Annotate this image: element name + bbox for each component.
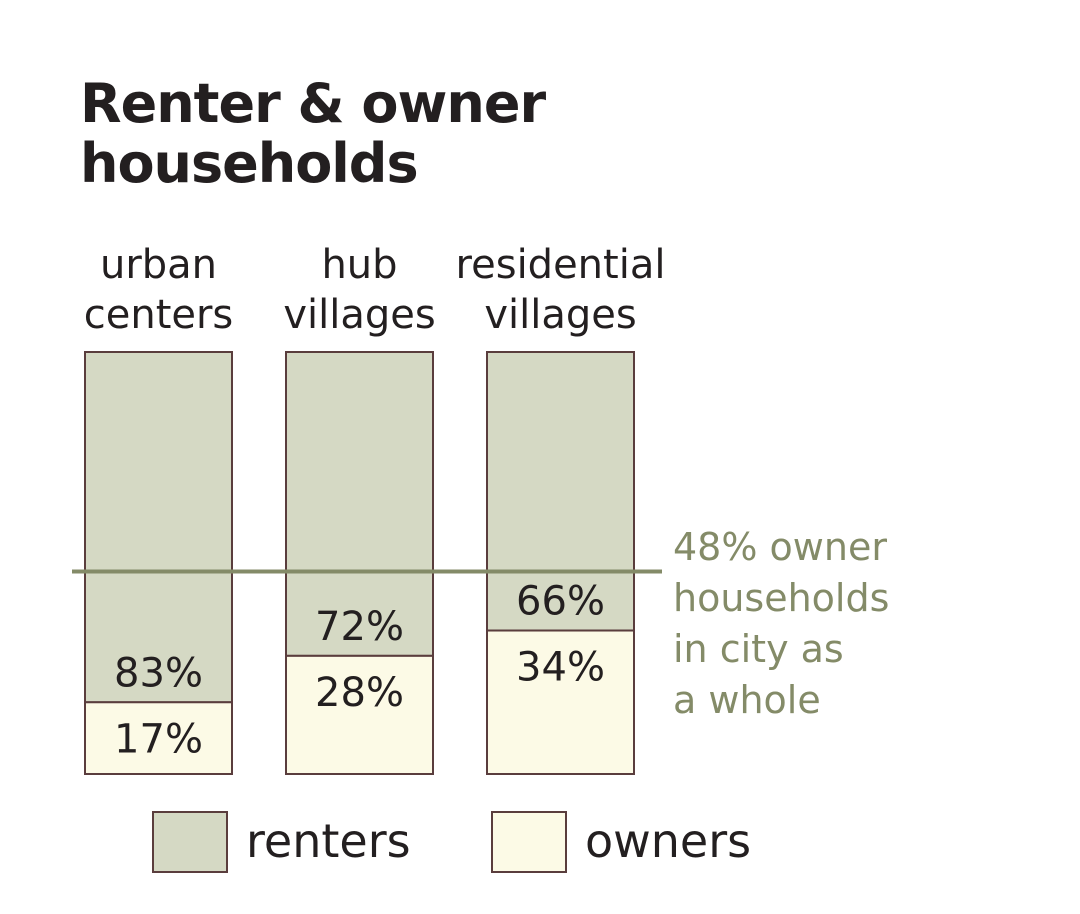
legend-label-renters: renters [246,814,411,868]
bar-owners-3 [486,629,635,776]
bar-owners-1 [84,701,233,776]
legend-label-owners: owners [585,814,751,868]
chart-title-line-1: Renter & owner [80,72,546,135]
data-label-owners-3: 34% [516,645,605,691]
bar-renters-3 [486,351,635,632]
data-label-renters-2: 72% [315,604,404,650]
chart-title: Renter & owner households [80,74,720,194]
data-label-owners-2: 28% [315,670,404,716]
category-label-2-line-2: villages [283,292,435,338]
reference-label-line-3: in city as [673,627,844,671]
bar-owners-2 [285,654,434,776]
data-label-renters-3: 66% [516,579,605,625]
category-label-3-line-2: villages [484,292,636,338]
category-label-1-line-1: urban [100,242,217,288]
reference-label-line-4: a whole [673,678,821,722]
category-label-1-line-2: centers [84,292,234,338]
data-label-owners-1: 17% [114,716,203,762]
category-label-3-line-1: residential [456,242,666,288]
chart-title-line-2: households [80,132,419,195]
category-label-2-line-1: hub [321,242,397,288]
bar-renters-2 [285,351,434,657]
legend-swatch-renters [152,811,228,873]
reference-label-line-1: 48% owner [673,525,887,569]
data-label-renters-1: 83% [114,650,203,696]
reference-label-line-2: households [673,576,889,620]
legend-swatch-owners [491,811,567,873]
